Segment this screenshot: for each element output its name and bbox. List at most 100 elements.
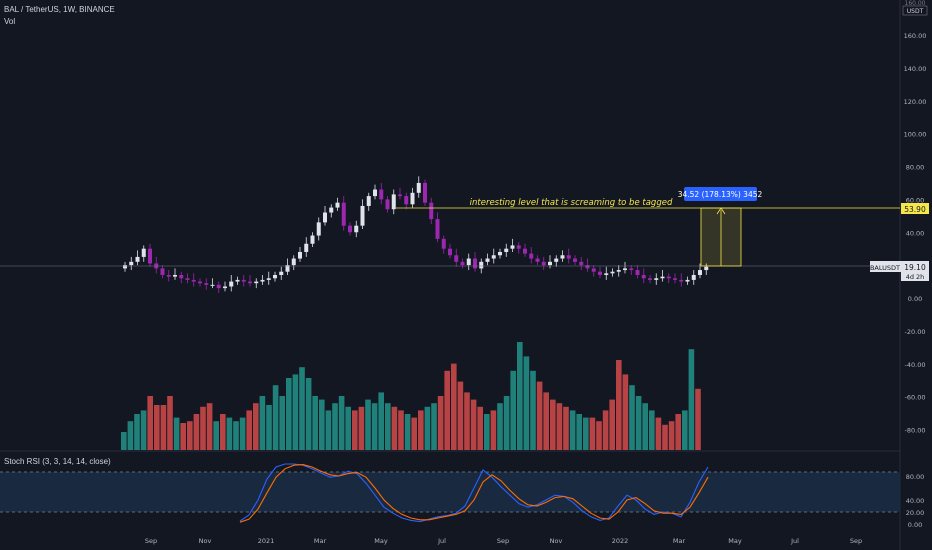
candle-body: [410, 192, 415, 205]
candle-body: [648, 278, 652, 280]
candle-body: [685, 279, 690, 282]
volume-bar: [431, 403, 437, 450]
volume-bar: [272, 385, 279, 450]
candle-body: [673, 278, 677, 280]
volume-bar: [536, 381, 543, 450]
candle-body: [654, 278, 659, 280]
volume-bar: [286, 378, 292, 450]
volume-label[interactable]: Vol: [4, 17, 16, 26]
volume-bar: [154, 405, 160, 450]
volume-bar: [246, 410, 252, 450]
volume-bar: [675, 414, 681, 450]
price-tick-label: 0.00: [908, 295, 922, 303]
volume-bar: [338, 396, 345, 450]
volume-bar: [649, 410, 655, 450]
candle-body: [629, 268, 634, 271]
candle-body: [360, 205, 365, 226]
volume-bar: [510, 370, 516, 450]
volume-bar: [233, 421, 239, 450]
candle-body: [235, 279, 240, 282]
candle-body: [141, 248, 146, 257]
currency-badge-text: USDT: [907, 8, 924, 15]
candle-body: [435, 219, 440, 239]
volume-bar: [497, 403, 503, 450]
time-tick-label: Sep: [497, 537, 509, 545]
volume-bar: [503, 396, 510, 450]
measure-label-text: 34.52 (178.13%) 3452: [678, 190, 763, 199]
candle-body: [266, 278, 271, 280]
candle-body: [335, 202, 340, 208]
candle-body: [341, 202, 346, 226]
candle-body: [679, 279, 684, 282]
candle-body: [241, 279, 246, 282]
candle-body: [135, 256, 140, 262]
candle-body: [391, 194, 396, 210]
candle-body: [441, 238, 446, 249]
volume-bar: [550, 399, 556, 450]
candle-body: [460, 261, 465, 266]
volume-bar: [424, 406, 431, 450]
volume-bar: [682, 410, 688, 450]
volume-bar: [629, 385, 635, 450]
candle-body: [641, 274, 646, 279]
volume-bar: [602, 410, 609, 450]
volume-bar: [160, 405, 167, 450]
volume-bar: [371, 403, 378, 450]
currency-badge[interactable]: [902, 5, 928, 16]
stoch-rsi-label[interactable]: Stoch RSI (3, 3, 14, 14, close): [4, 457, 111, 466]
candle-body: [535, 258, 540, 262]
time-tick-label: Jul: [790, 537, 799, 545]
candle-body: [191, 279, 196, 282]
volume-bar: [220, 414, 226, 450]
volume-bar: [259, 396, 266, 450]
volume-bar: [312, 396, 318, 450]
candle-body: [666, 276, 671, 279]
axis-top-label: 160.00: [905, 0, 926, 7]
volume-bar: [239, 417, 246, 450]
volume-bar: [556, 403, 563, 450]
volume-bar: [589, 417, 596, 450]
candle-body: [273, 274, 277, 279]
volume-bar: [305, 378, 312, 450]
price-tick-label: 160.00: [904, 32, 927, 40]
candle-body: [210, 284, 215, 286]
stoch-tick-label: 20.00: [906, 509, 925, 517]
volume-bar: [609, 399, 615, 450]
time-tick-label: Mar: [673, 537, 686, 545]
candle-body: [485, 258, 490, 262]
candle-body: [310, 235, 315, 244]
level-price-badge-text: 53.90: [904, 205, 926, 214]
volume-bar: [279, 396, 285, 450]
volume-bar: [662, 424, 668, 450]
volume-bar: [385, 403, 391, 450]
price-tick-label: -40.00: [905, 361, 926, 369]
volume-bar: [569, 410, 576, 450]
candle-body: [198, 281, 202, 284]
candles: [123, 176, 709, 294]
volume-bar: [517, 342, 523, 450]
candle-body: [304, 243, 309, 252]
volume-bar: [635, 396, 642, 450]
price-tick-label: 80.00: [906, 164, 925, 172]
price-tick-label: 60.00: [906, 196, 925, 204]
price-tick-label: 40.00: [906, 229, 925, 237]
price-tick-label: 100.00: [904, 131, 927, 139]
time-tick-label: May: [728, 537, 742, 545]
candle-body: [560, 255, 565, 259]
candle-body: [379, 189, 384, 200]
candle-body: [429, 202, 434, 220]
candle-body: [160, 268, 165, 275]
level-annotation-text: interesting level that is screaming to b…: [470, 198, 673, 208]
volume-bar: [642, 403, 648, 450]
candle-body: [579, 261, 584, 266]
time-tick-label: Sep: [145, 537, 157, 545]
volume-bar: [358, 406, 365, 450]
candle-body: [554, 258, 559, 262]
price-tick-label: 140.00: [904, 65, 927, 73]
volume-bar: [378, 392, 384, 450]
candle-body: [529, 253, 534, 259]
level-price-badge: [901, 203, 929, 214]
chart-title[interactable]: BAL / TetherUS, 1W, BINANCE: [4, 5, 115, 14]
candle-body: [354, 225, 359, 233]
